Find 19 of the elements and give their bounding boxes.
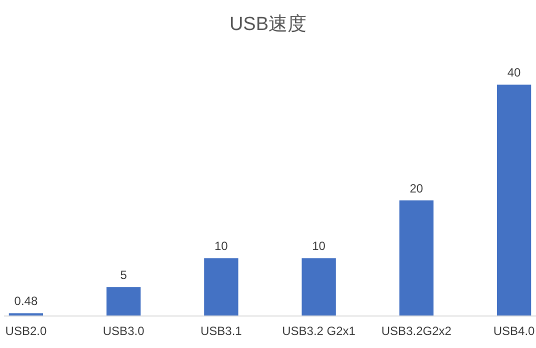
data-label: 20 <box>410 181 424 196</box>
x-tick-label: USB3.0 <box>102 324 145 338</box>
data-label: 0.48 <box>14 294 38 308</box>
bar <box>8 313 44 316</box>
bar <box>496 84 532 316</box>
data-label: 5 <box>120 268 128 282</box>
x-tick-label: USB2.0 <box>5 324 47 338</box>
bar <box>204 258 238 316</box>
chart-title: USB速度 <box>229 13 307 35</box>
x-tick-label: USB4.0 <box>493 324 536 338</box>
x-tick-label: USB3.2 G2x1 <box>282 324 356 338</box>
x-tick-label: USB3.2G2x2 <box>381 324 452 338</box>
bar <box>399 200 434 316</box>
x-tick-label: USB3.1 <box>200 324 242 338</box>
bar <box>302 258 336 316</box>
data-label: 10 <box>214 239 228 254</box>
data-label: 10 <box>312 239 326 254</box>
bar <box>106 287 141 316</box>
data-label: 40 <box>507 66 522 80</box>
